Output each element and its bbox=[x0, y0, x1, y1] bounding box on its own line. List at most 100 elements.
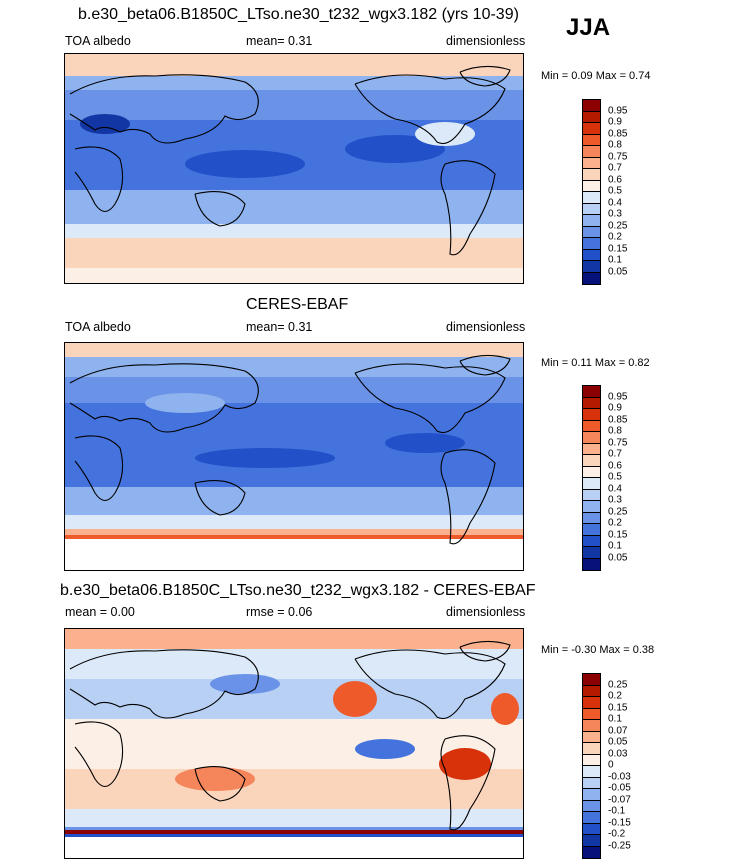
panel3-colorbar-tick: -0.15 bbox=[608, 817, 631, 828]
panel1-colorbar-swatch bbox=[583, 146, 600, 158]
panel1-colorbar-tick: 0.7 bbox=[608, 162, 622, 174]
panel2-colorbar-swatch bbox=[583, 432, 600, 444]
panel3-colorbar-swatch bbox=[583, 685, 600, 697]
panel1-colorbar-tick: 0.3 bbox=[608, 208, 622, 220]
panel3-colorbar-swatch bbox=[583, 835, 600, 847]
panel1-colorbar-tick: 0.95 bbox=[608, 105, 628, 116]
panel2-variable-label: TOA albedo bbox=[65, 320, 131, 334]
panel2-colorbar-swatch bbox=[583, 478, 600, 490]
panel2-colorbar-tick: 0.8 bbox=[608, 425, 622, 437]
season-label: JJA bbox=[566, 14, 611, 41]
panel3-colorbar-swatch bbox=[583, 743, 600, 755]
panel1-colorbar-tick: 0.75 bbox=[608, 151, 628, 162]
panel2-colorbar-tick: 0.85 bbox=[608, 414, 628, 425]
panel2-colorbar-tick: 0.4 bbox=[608, 483, 622, 494]
panel3-colorbar-tick: 0 bbox=[608, 759, 614, 771]
panel1-colorbar-tick: 0.25 bbox=[608, 220, 628, 231]
panel2-map bbox=[64, 342, 524, 571]
panel3-colorbar-tick: -0.2 bbox=[608, 828, 626, 840]
panel3-colorbar-swatch bbox=[583, 823, 600, 835]
panel3-colorbar-swatch bbox=[583, 674, 600, 686]
panel3-colorbar-swatch bbox=[583, 812, 600, 824]
panel1-colorbar-swatch bbox=[583, 226, 600, 238]
panel2-colorbar-swatch bbox=[583, 455, 600, 467]
panel1-colorbar-swatch bbox=[583, 157, 600, 169]
panel3-colorbar-tick: 0.15 bbox=[608, 702, 628, 713]
panel1-colorbar-tick: 0.15 bbox=[608, 243, 628, 254]
panel1-colorbar-swatch bbox=[583, 238, 600, 250]
panel1-colorbar-swatch bbox=[583, 169, 600, 181]
panel3-colorbar bbox=[582, 673, 601, 859]
panel1-units-label: dimensionless bbox=[446, 34, 526, 48]
panel3-map bbox=[64, 628, 524, 859]
panel2-colorbar-swatch bbox=[583, 409, 600, 421]
panel3-colorbar-swatch bbox=[583, 789, 600, 801]
panel2-title: CERES-EBAF bbox=[246, 296, 349, 313]
panel1-minmax: Min = 0.09 Max = 0.74 bbox=[541, 70, 651, 82]
panel2-colorbar-swatch bbox=[583, 524, 600, 536]
panel3-colorbar-tick: 0.1 bbox=[608, 713, 622, 725]
panel1-colorbar bbox=[582, 99, 601, 285]
panel2-colorbar-tick: 0.2 bbox=[608, 517, 622, 529]
panel3-colorbar-tick: -0.05 bbox=[608, 782, 631, 794]
panel3-colorbar-swatch bbox=[583, 731, 600, 743]
panel3-mean-label: mean = 0.00 bbox=[65, 605, 135, 619]
panel3-colorbar-swatch bbox=[583, 708, 600, 720]
panel2-colorbar-tick: 0.6 bbox=[608, 460, 622, 471]
panel3-colorbar-swatch bbox=[583, 720, 600, 732]
panel1-colorbar-tick: 0.9 bbox=[608, 116, 622, 128]
panel2-colorbar-swatch bbox=[583, 397, 600, 409]
panel2-colorbar-swatch bbox=[583, 535, 600, 547]
panel2-colorbar-tick: 0.5 bbox=[608, 471, 622, 483]
panel2-colorbar-swatch bbox=[583, 547, 600, 559]
panel2-colorbar-swatch bbox=[583, 558, 600, 570]
panel3-colorbar-swatch bbox=[583, 697, 600, 709]
panel2-colorbar-tick: 0.75 bbox=[608, 437, 628, 448]
panel2-colorbar-swatch bbox=[583, 386, 600, 398]
panel2-colorbar-tick: 0.1 bbox=[608, 540, 622, 552]
panel1-colorbar-swatch bbox=[583, 249, 600, 261]
panel2-colorbar-tick: 0.3 bbox=[608, 494, 622, 506]
panel1-colorbar-tick: 0.85 bbox=[608, 128, 628, 139]
panel2-colorbar-swatch bbox=[583, 489, 600, 501]
panel3-colorbar-tick: 0.07 bbox=[608, 725, 628, 736]
panel1-map bbox=[64, 53, 524, 284]
panel1-colorbar-tick: 0.6 bbox=[608, 174, 622, 185]
panel1-variable-label: TOA albedo bbox=[65, 34, 131, 48]
panel1-colorbar-tick: 0.4 bbox=[608, 197, 622, 208]
panel1-title: b.e30_beta06.B1850C_LTso.ne30_t232_wgx3.… bbox=[78, 6, 519, 23]
panel1-colorbar-swatch bbox=[583, 123, 600, 135]
panel3-colorbar-swatch bbox=[583, 766, 600, 778]
panel3-colorbar-swatch bbox=[583, 754, 600, 766]
panel1-colorbar-swatch bbox=[583, 203, 600, 215]
panel1-colorbar-tick: 0.8 bbox=[608, 139, 622, 151]
panel1-colorbar-swatch bbox=[583, 272, 600, 284]
panel3-colorbar-tick: 0.2 bbox=[608, 690, 622, 702]
panel3-colorbar-swatch bbox=[583, 846, 600, 858]
panel2-colorbar-swatch bbox=[583, 420, 600, 432]
panel3-title: b.e30_beta06.B1850C_LTso.ne30_t232_wgx3.… bbox=[60, 582, 536, 599]
panel1-colorbar-swatch bbox=[583, 192, 600, 204]
panel3-colorbar-tick: -0.03 bbox=[608, 771, 631, 782]
panel3-colorbar-tick: 0.03 bbox=[608, 748, 628, 759]
panel2-minmax: Min = 0.11 Max = 0.82 bbox=[541, 357, 650, 369]
panel1-colorbar-swatch bbox=[583, 180, 600, 192]
panel3-colorbar-tick: 0.05 bbox=[608, 736, 628, 748]
panel1-colorbar-tick: 0.5 bbox=[608, 185, 622, 197]
panel3-colorbar-swatch bbox=[583, 800, 600, 812]
panel1-mean-label: mean= 0.31 bbox=[246, 34, 313, 48]
panel1-colorbar-tick: 0.1 bbox=[608, 254, 622, 266]
panel3-colorbar-swatch bbox=[583, 777, 600, 789]
panel2-colorbar-swatch bbox=[583, 512, 600, 524]
panel2-colorbar-swatch bbox=[583, 501, 600, 513]
panel3-colorbar-tick: -0.25 bbox=[608, 840, 631, 851]
panel3-units-label: dimensionless bbox=[446, 605, 526, 619]
panel1-colorbar-tick: 0.2 bbox=[608, 231, 622, 243]
panel2-colorbar-tick: 0.15 bbox=[608, 529, 628, 540]
panel2-colorbar-tick: 0.9 bbox=[608, 402, 622, 414]
panel2-colorbar-tick: 0.05 bbox=[608, 552, 628, 563]
panel2-colorbar-tick: 0.25 bbox=[608, 506, 628, 517]
panel1-colorbar-swatch bbox=[583, 215, 600, 227]
panel1-colorbar-tick: 0.05 bbox=[608, 266, 628, 277]
panel1-colorbar-swatch bbox=[583, 100, 600, 112]
